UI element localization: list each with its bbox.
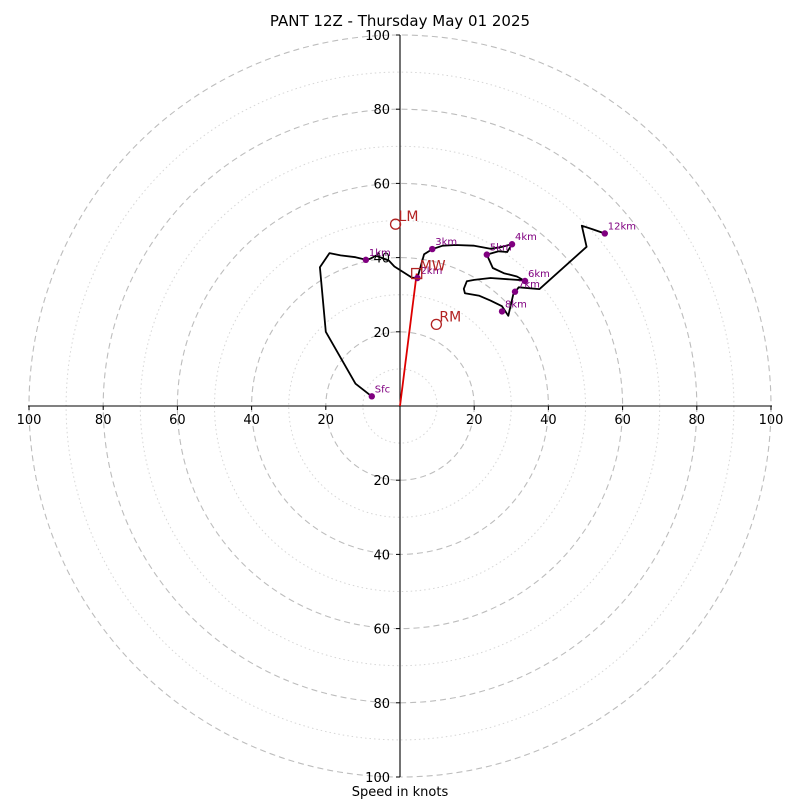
x-tick-label: 100	[17, 413, 42, 428]
height-marker	[521, 277, 529, 285]
x-tick-label: 100	[759, 413, 784, 428]
y-tick-label: 40	[373, 252, 390, 267]
storm-motion-label: LM	[399, 209, 419, 225]
y-tick-label: 100	[365, 771, 390, 786]
height-marker	[601, 230, 608, 237]
height-marker	[508, 241, 516, 248]
height-marker-label: 4km	[515, 232, 537, 243]
height-marker-label: 3km	[435, 237, 457, 248]
height-marker	[368, 393, 376, 400]
storm-motion-marker	[430, 318, 443, 331]
hodograph-line	[318, 224, 606, 398]
y-tick-label: 40	[373, 548, 390, 563]
y-tick-label: 20	[373, 326, 390, 341]
storm-motion-marker	[389, 218, 402, 230]
chart-title: PANT 12Z - Thursday May 01 2025	[270, 12, 530, 30]
tick-labels: 100 80 60 40 20 20 40 60 80 100 100 80 60 40 20 20 40 60 8…	[17, 29, 784, 786]
storm-motion-label: RM	[439, 309, 461, 325]
height-marker-label: Sfc	[375, 384, 390, 395]
y-tick-label: 80	[373, 697, 390, 712]
height-marker-label: 1km	[369, 248, 391, 259]
height-marker	[511, 288, 519, 295]
storm-motion-label: MW	[420, 259, 446, 275]
y-tick-label: 20	[373, 474, 390, 489]
height-marker	[483, 251, 491, 258]
height-marker	[362, 256, 370, 264]
x-tick-label: 20	[466, 413, 483, 428]
height-marker-label: 6km	[528, 269, 550, 280]
mean-wind-vector	[399, 273, 418, 407]
x-tick-label: 60	[169, 413, 186, 428]
height-marker	[498, 308, 506, 315]
height-marker-label: 2km	[420, 266, 442, 277]
y-tick-label: 80	[373, 103, 390, 118]
x-tick-label: 80	[95, 413, 112, 428]
height-marker-label: 5km	[490, 243, 512, 254]
height-marker-label: 8km	[505, 299, 527, 310]
x-tick-label: 60	[614, 413, 631, 428]
height-marker-label: 12km	[608, 221, 636, 232]
height-marker	[429, 245, 436, 253]
y-tick-label: 60	[373, 177, 390, 192]
x-tick-label: 40	[243, 413, 260, 428]
height-marker-label: 7km	[518, 280, 540, 291]
storm-motion-marker	[411, 267, 423, 280]
y-tick-label: 60	[373, 623, 390, 638]
x-tick-label: 80	[689, 413, 706, 428]
x-tick-label: 20	[318, 413, 335, 428]
y-tick-label: 100	[365, 29, 390, 44]
x-axis-label: Speed in knots	[352, 785, 449, 800]
x-tick-label: 40	[540, 413, 557, 428]
